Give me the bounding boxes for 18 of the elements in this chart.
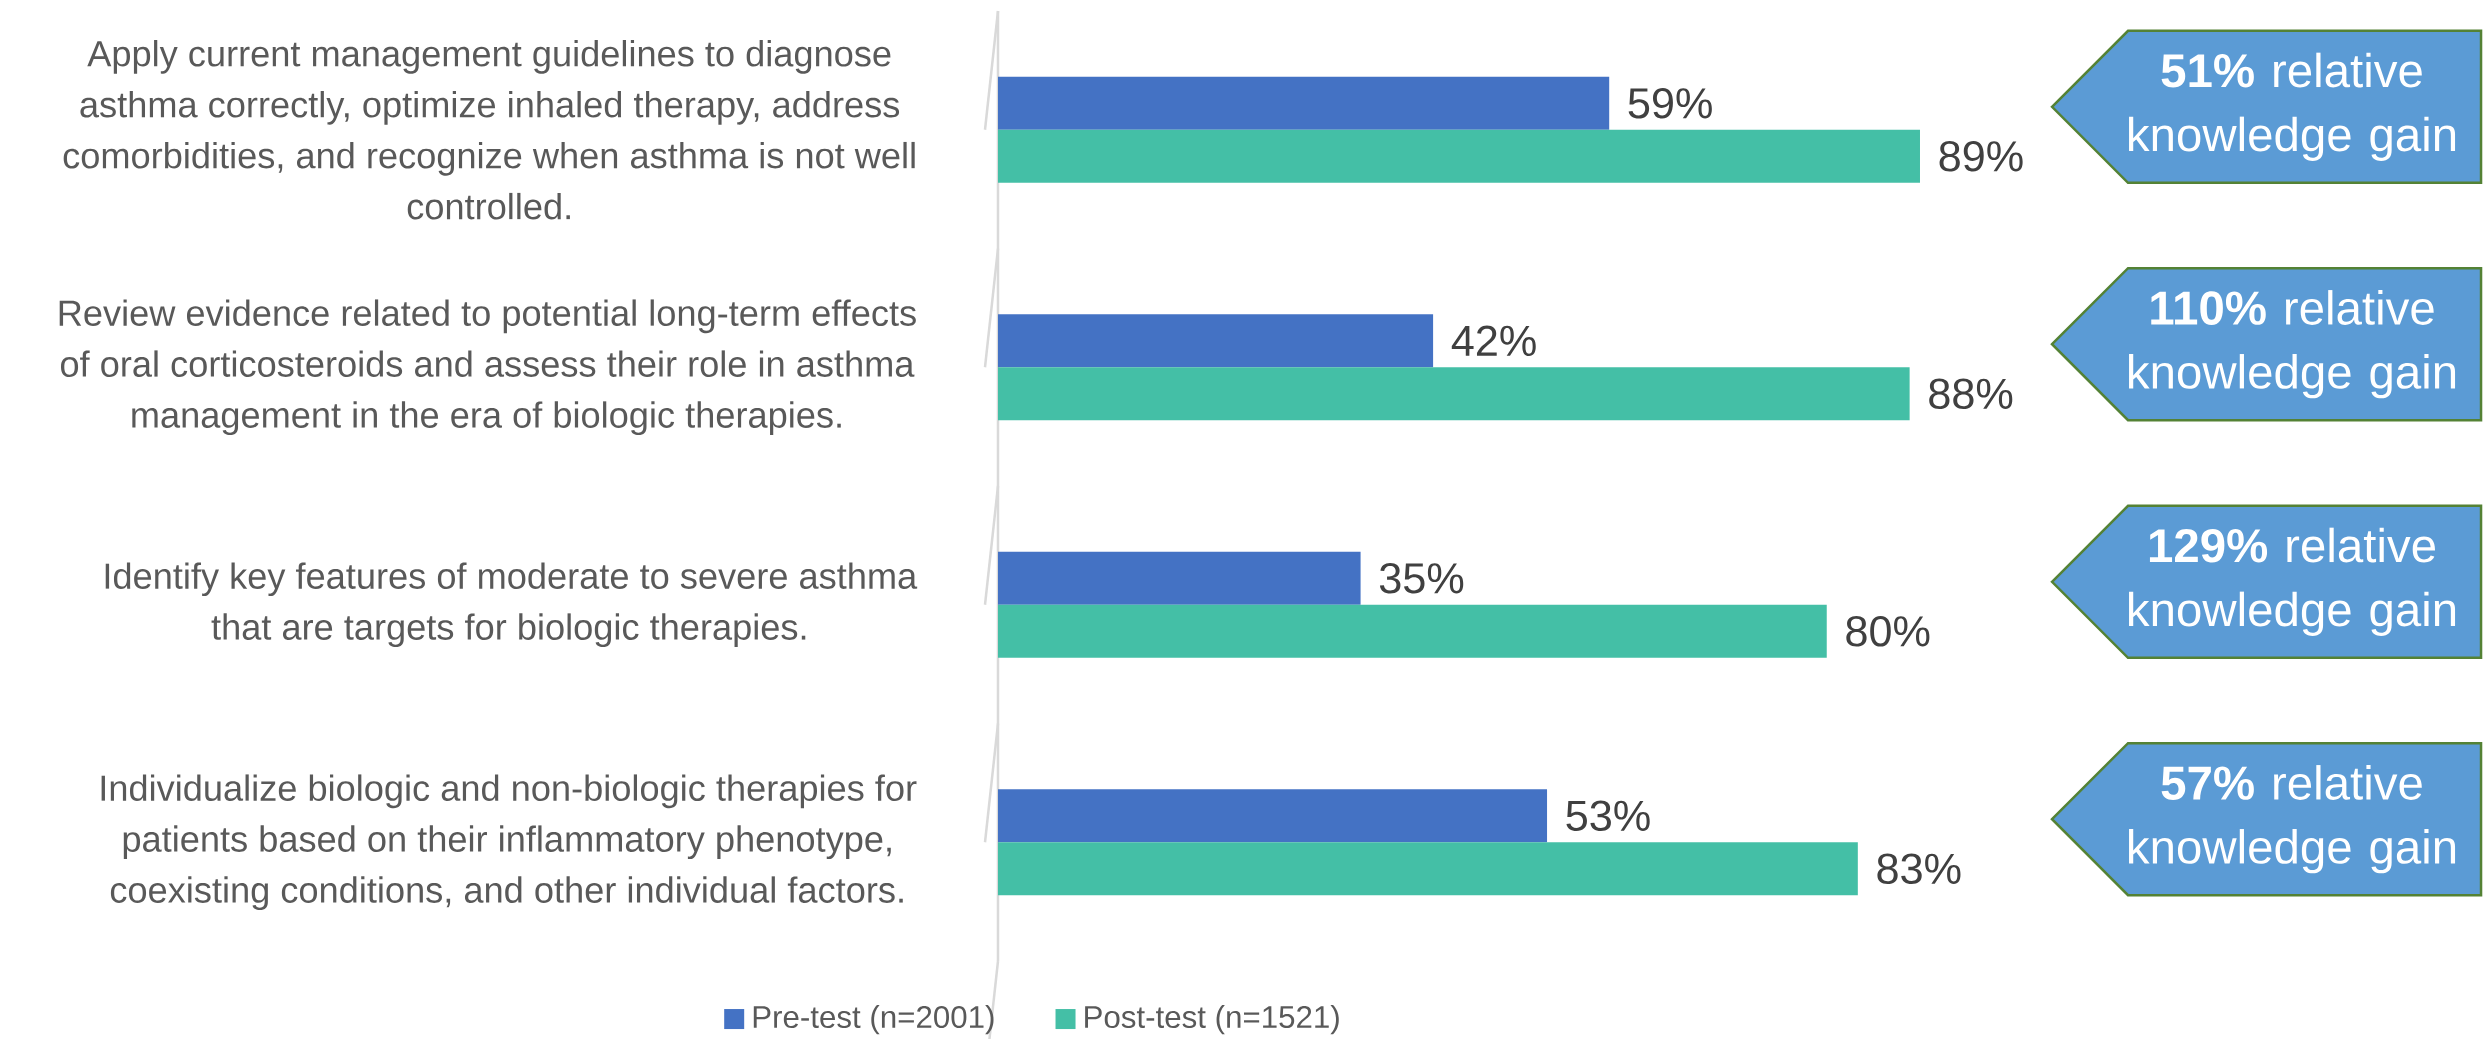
y-tick-label: Individualize biologic and non-biologic therapies for patients based on their inflammatory phenotype, coexisting conditions, and other individual factors. xyxy=(101,774,917,911)
data-label: 35% xyxy=(1379,562,1464,594)
text: 110% relative knowledge gain xyxy=(2129,290,2456,399)
y-tick-label: Review evidence related to potential long-term effects of oral corticosteroids and assess their role in asthma management in the era of biologic therapies. xyxy=(59,299,916,436)
data-label: 53% xyxy=(1566,800,1650,832)
data-label: 42% xyxy=(1451,325,1536,356)
data-label: 89% xyxy=(1939,140,2023,172)
text: 57% relative knowledge gain xyxy=(2129,765,2456,874)
legend-label: Pre-test (n=2001) xyxy=(753,1005,994,1035)
data-label: 80% xyxy=(1846,615,1930,647)
data-label: 59% xyxy=(1628,87,1712,119)
text: 51% relative knowledge gain xyxy=(2129,52,2456,161)
data-label: 88% xyxy=(1929,378,2013,410)
y-tick-label: Identify key features of moderate to severe asthma that are targets for biologic therapies. xyxy=(105,562,918,648)
legend-label: Post-test (n=1521) xyxy=(1085,1005,1339,1035)
y-tick-label: Apply current management guidelines to diagnose asthma correctly, optimize inhaled therapy, address comorbidities, and recognize when asthma is not well controlled. xyxy=(63,40,915,220)
data-label: 83% xyxy=(1877,853,1961,885)
text: 129% relative knowledge gain xyxy=(2129,527,2456,636)
